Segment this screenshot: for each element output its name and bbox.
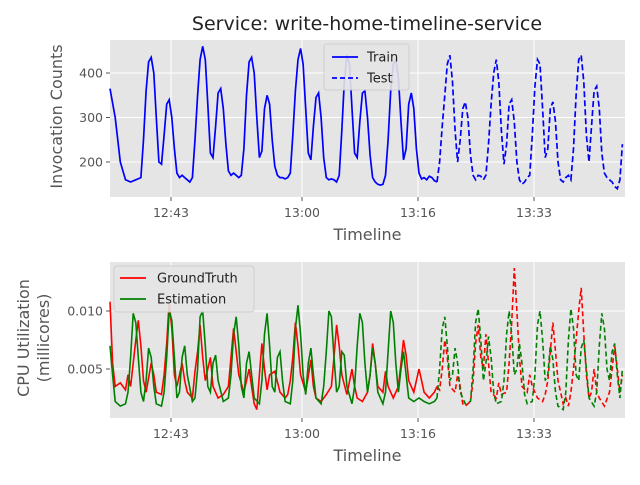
x-axis-label: Timeline (332, 225, 401, 244)
legend-label-estimation: Estimation (157, 293, 226, 308)
y-tick-label: 400 (79, 66, 103, 81)
panel-cpu: 12:43 13:00 13:16 13:33 0.005 0.010 Timeline CP… (14, 262, 625, 465)
x-tick-label: 13:33 (516, 205, 552, 220)
x-tick-label: 13:33 (516, 426, 552, 441)
series-line-estimation (109, 305, 438, 408)
y-tick-label: 0.005 (67, 362, 103, 377)
x-tick-label: 13:16 (400, 426, 436, 441)
x-tick-label: 13:16 (400, 205, 436, 220)
legend-box (113, 265, 255, 313)
y-axis-label: Invocation Counts (47, 44, 66, 188)
series-line-test (436, 52, 624, 191)
legend-box (323, 43, 410, 91)
x-tick-label: 12:43 (153, 426, 189, 441)
chart-title: Service: write-home-timeline-service (192, 13, 542, 35)
legend-label-groundtruth: GroundTruth (157, 272, 238, 287)
legend-label-train: Train (366, 51, 398, 66)
series-line-groundtruth-dashed (436, 268, 624, 408)
panel-invocations: 12:43 13:00 13:16 13:33 200 300 400 Timeline Inv… (47, 40, 625, 244)
series-line-estimation-dashed (436, 308, 624, 411)
y-tick-label: 200 (79, 155, 103, 170)
y-tick-label: 0.010 (67, 304, 103, 319)
x-tick-label: 13:00 (284, 205, 320, 220)
x-axis-label: Timeline (332, 446, 401, 465)
series-line-train (109, 46, 438, 186)
y-axis-label: CPU Utilization (14, 279, 33, 397)
x-tick-label: 13:00 (284, 426, 320, 441)
y-tick-label: 300 (79, 110, 103, 125)
x-tick-label: 12:43 (153, 205, 189, 220)
legend-label-test: Test (366, 72, 393, 87)
y-axis-label: (millicores) (34, 294, 53, 383)
